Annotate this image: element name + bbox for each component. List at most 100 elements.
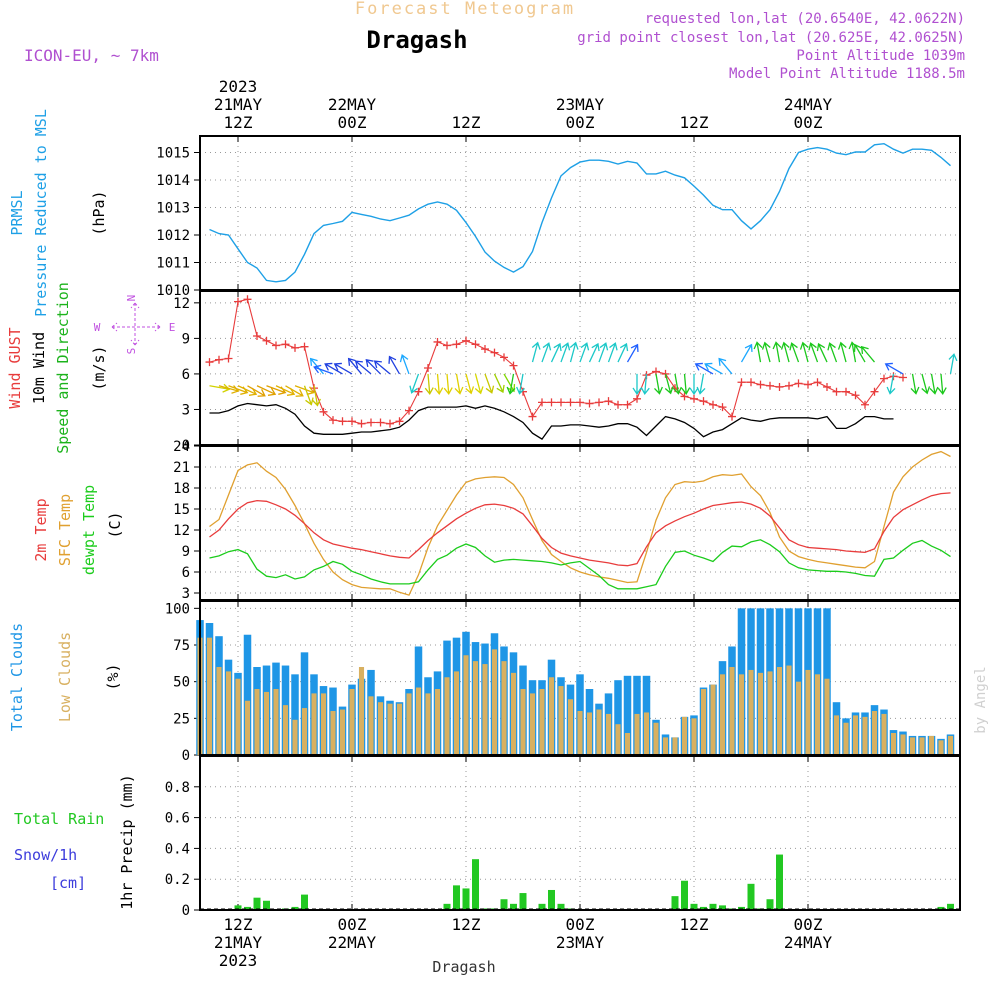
label-ms: (m/s) — [90, 345, 108, 390]
wind-direction-arrow — [409, 373, 420, 394]
wind-direction-arrow — [347, 357, 362, 375]
gust-marker — [253, 332, 261, 341]
time-label-bottom: 23MAY — [556, 933, 605, 952]
low-cloud-bar — [843, 722, 849, 755]
y-tick-label: 15 — [173, 502, 190, 518]
wind-direction-arrow — [373, 360, 391, 375]
wind-direction-arrow — [640, 373, 650, 396]
low-cloud-bar — [700, 689, 707, 755]
time-label-top: 2023 — [219, 77, 258, 96]
wind-direction-arrow — [626, 343, 639, 363]
wind-direction-arrow — [753, 341, 763, 363]
gust-marker — [585, 399, 594, 408]
gust-marker — [623, 400, 632, 409]
wind-direction-arrow — [434, 373, 444, 396]
y-tick-label: 12 — [173, 296, 190, 312]
rain-bar — [937, 906, 945, 910]
rain-bar — [747, 883, 755, 910]
gust-marker — [424, 364, 432, 372]
label-snow: Snow/1h — [14, 846, 77, 864]
gust-marker — [224, 354, 233, 363]
wind-direction-arrow — [443, 373, 453, 396]
wind-direction-arrow — [816, 342, 828, 363]
wind-direction-arrow — [218, 385, 240, 394]
gust-marker — [348, 417, 356, 426]
gust-marker — [699, 397, 708, 406]
gust-marker — [490, 348, 499, 357]
y-tick-label: 0.2 — [165, 872, 190, 888]
gust-marker — [471, 340, 480, 349]
low-cloud-bar — [425, 693, 431, 755]
label-prmsl: PRMSL — [8, 190, 26, 235]
low-cloud-bar — [776, 667, 783, 755]
low-cloud-bar — [501, 661, 507, 755]
low-cloud-bar — [833, 715, 840, 755]
label-speed-direction: Speed and Direction — [54, 282, 72, 454]
gust-marker — [338, 417, 347, 426]
gust-marker — [272, 341, 280, 350]
rain-bar — [671, 896, 679, 910]
wind-direction-arrow — [632, 373, 642, 396]
rain-bar — [253, 897, 261, 910]
gust-marker — [747, 378, 755, 387]
low-cloud-bar — [415, 687, 422, 755]
gust-marker — [680, 392, 689, 401]
low-cloud-bar — [377, 702, 384, 755]
wind-direction-arrow — [827, 342, 838, 363]
gust-marker — [319, 407, 328, 416]
rain-bar — [263, 900, 270, 910]
y-tick-label: 0 — [182, 903, 190, 919]
gust-marker — [243, 295, 252, 304]
y-tick-label: 1010 — [156, 283, 190, 299]
low-cloud-bar — [596, 709, 602, 755]
wind-direction-arrow — [718, 357, 733, 375]
rain-bar — [557, 903, 565, 910]
low-cloud-bar — [919, 737, 925, 755]
pressure-line — [209, 142, 951, 283]
low-cloud-bar — [786, 665, 792, 755]
low-cloud-bar — [548, 677, 555, 755]
y-tick-label: 25 — [173, 711, 190, 727]
wind-direction-arrow — [503, 373, 516, 393]
time-label-bottom: 21MAY — [214, 933, 263, 952]
gust-marker — [262, 336, 271, 345]
wind-direction-arrow — [313, 364, 334, 375]
y-tick-label: 6 — [182, 565, 190, 581]
gust-marker — [509, 361, 518, 370]
wind-direction-arrow — [388, 355, 401, 375]
rain-bar — [301, 894, 308, 910]
dewpoint-line — [209, 539, 951, 590]
label-wind-gust: Wind GUST — [6, 327, 24, 408]
pressure-panel: 1010 1011 1012 1013 1014 1015 — [156, 135, 961, 299]
footer-location: Dragash — [432, 958, 495, 976]
low-cloud-bar — [254, 689, 260, 755]
time-label-top: 12Z — [452, 113, 481, 132]
label-percent: (%) — [104, 663, 122, 690]
rain-bar — [443, 903, 451, 910]
rain-bar — [462, 888, 470, 910]
y-tick-label: 9 — [182, 544, 190, 560]
gust-marker — [813, 378, 822, 387]
low-cloud-bar — [691, 718, 697, 755]
wind-direction-arrow — [541, 342, 552, 363]
time-label-top: 00Z — [566, 113, 595, 132]
gust-marker — [880, 374, 888, 383]
y-tick-label: 1011 — [156, 256, 190, 272]
low-cloud-bar — [358, 667, 365, 755]
time-label-bottom: 12Z — [680, 915, 709, 934]
rain-bar — [234, 905, 242, 910]
low-cloud-bar — [738, 674, 745, 755]
rain-bar — [709, 903, 717, 910]
time-label-top: 24MAY — [784, 95, 833, 114]
low-cloud-bar — [472, 661, 479, 755]
gust-marker — [557, 398, 565, 407]
y-tick-label: 1013 — [156, 201, 190, 217]
wind-direction-arrow — [772, 341, 782, 363]
low-cloud-bar — [263, 691, 270, 755]
low-cloud-bar — [482, 664, 488, 755]
time-label-bottom: 2023 — [219, 951, 258, 970]
gust-marker — [614, 400, 622, 409]
low-cloud-bar — [206, 637, 213, 755]
low-cloud-bar — [748, 669, 754, 755]
